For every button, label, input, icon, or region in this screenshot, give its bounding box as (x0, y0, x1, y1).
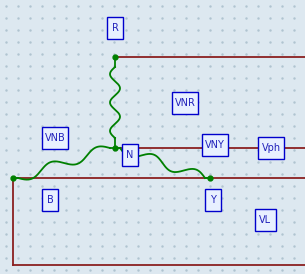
FancyBboxPatch shape (42, 189, 58, 211)
FancyBboxPatch shape (42, 127, 68, 149)
FancyBboxPatch shape (254, 209, 275, 231)
FancyBboxPatch shape (202, 134, 228, 156)
FancyBboxPatch shape (258, 137, 284, 159)
FancyBboxPatch shape (205, 189, 221, 211)
Text: Y: Y (210, 195, 216, 205)
Text: VNY: VNY (205, 140, 225, 150)
FancyBboxPatch shape (172, 92, 198, 114)
Text: Vph: Vph (261, 143, 281, 153)
Text: N: N (126, 150, 134, 160)
Text: VNR: VNR (174, 98, 196, 108)
FancyBboxPatch shape (107, 17, 123, 39)
FancyBboxPatch shape (122, 144, 138, 166)
Text: VL: VL (259, 215, 271, 225)
Text: R: R (112, 23, 118, 33)
Text: VNB: VNB (45, 133, 65, 143)
Text: B: B (47, 195, 53, 205)
